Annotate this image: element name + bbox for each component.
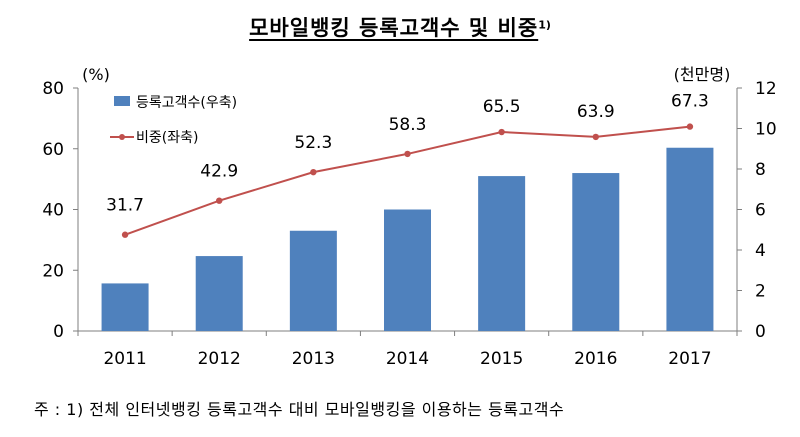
bar-2017: [666, 147, 714, 331]
share-data-label: 58.3: [389, 115, 427, 135]
share-point-2014: [404, 150, 411, 158]
left-tick-label: 60: [42, 140, 64, 160]
data-labels: 31.7 42.9 52.3 58.3 65.5 63.9 67.3: [106, 92, 709, 216]
share-data-label: 31.7: [106, 196, 144, 216]
left-axis-unit: (%): [82, 65, 110, 84]
chart-title: 모바일뱅킹 등록고객수 및 비중: [249, 16, 539, 40]
left-tick-label: 20: [42, 261, 64, 281]
x-tick-label: 2014: [386, 349, 429, 369]
title-footnote-marker: 1): [538, 18, 551, 32]
right-axis-unit: (천만명): [674, 65, 731, 84]
chart-title-container: 모바일뱅킹 등록고객수 및 비중1): [0, 12, 800, 42]
right-tick-label: 2: [755, 282, 766, 302]
share-data-label: 65.5: [483, 97, 521, 117]
right-tick-label: 4: [755, 241, 766, 261]
x-tick-label: 2017: [668, 349, 711, 369]
bar-2011: [101, 283, 149, 331]
legend: 등록고객수(우축) 비중(좌축): [110, 95, 237, 146]
share-data-label: 63.9: [577, 102, 615, 122]
share-point-2015: [498, 128, 505, 136]
line-series: [121, 123, 694, 238]
share-point-2013: [310, 168, 317, 176]
x-tick-label: 2013: [292, 349, 335, 369]
share-point-2017: [686, 123, 694, 130]
left-tick-label: 40: [42, 201, 64, 221]
right-tick-label: 12: [755, 79, 777, 99]
footnote: 주 : 1) 전체 인터넷뱅킹 등록고객수 대비 모바일뱅킹을 이용하는 등록고…: [34, 400, 565, 419]
right-tick-label: 8: [755, 160, 766, 180]
legend-line-label: 비중(좌축): [136, 130, 198, 146]
axes: 0 20 40 60 80 0 2 4 6 8 10 12 2011 2012 2013 2014 2015 20…: [42, 65, 776, 369]
left-tick-label: 80: [42, 79, 64, 99]
share-data-label: 52.3: [294, 133, 332, 153]
x-tick-label: 2011: [103, 349, 146, 369]
right-tick-label: 10: [755, 120, 777, 140]
share-point-2011: [121, 231, 129, 238]
legend-line-marker: [119, 134, 125, 140]
share-point-2012: [216, 197, 223, 204]
left-tick-label: 0: [53, 322, 64, 342]
share-data-label: 67.3: [671, 92, 709, 112]
x-tick-label: 2012: [198, 349, 241, 369]
bar-2014: [384, 209, 431, 331]
bar-2012: [195, 256, 243, 331]
bar-2016: [572, 173, 620, 331]
bar-2015: [478, 176, 526, 331]
share-data-label: 42.9: [200, 162, 238, 182]
bar-2013: [289, 230, 337, 331]
bar-series: [101, 147, 714, 331]
legend-bar-label: 등록고객수(우축): [136, 95, 237, 111]
share-point-2016: [592, 133, 599, 141]
right-tick-label: 0: [755, 322, 766, 342]
x-tick-label: 2015: [480, 349, 523, 369]
legend-bar-swatch: [114, 96, 130, 106]
x-tick-label: 2016: [574, 349, 617, 369]
right-tick-label: 6: [755, 201, 766, 221]
